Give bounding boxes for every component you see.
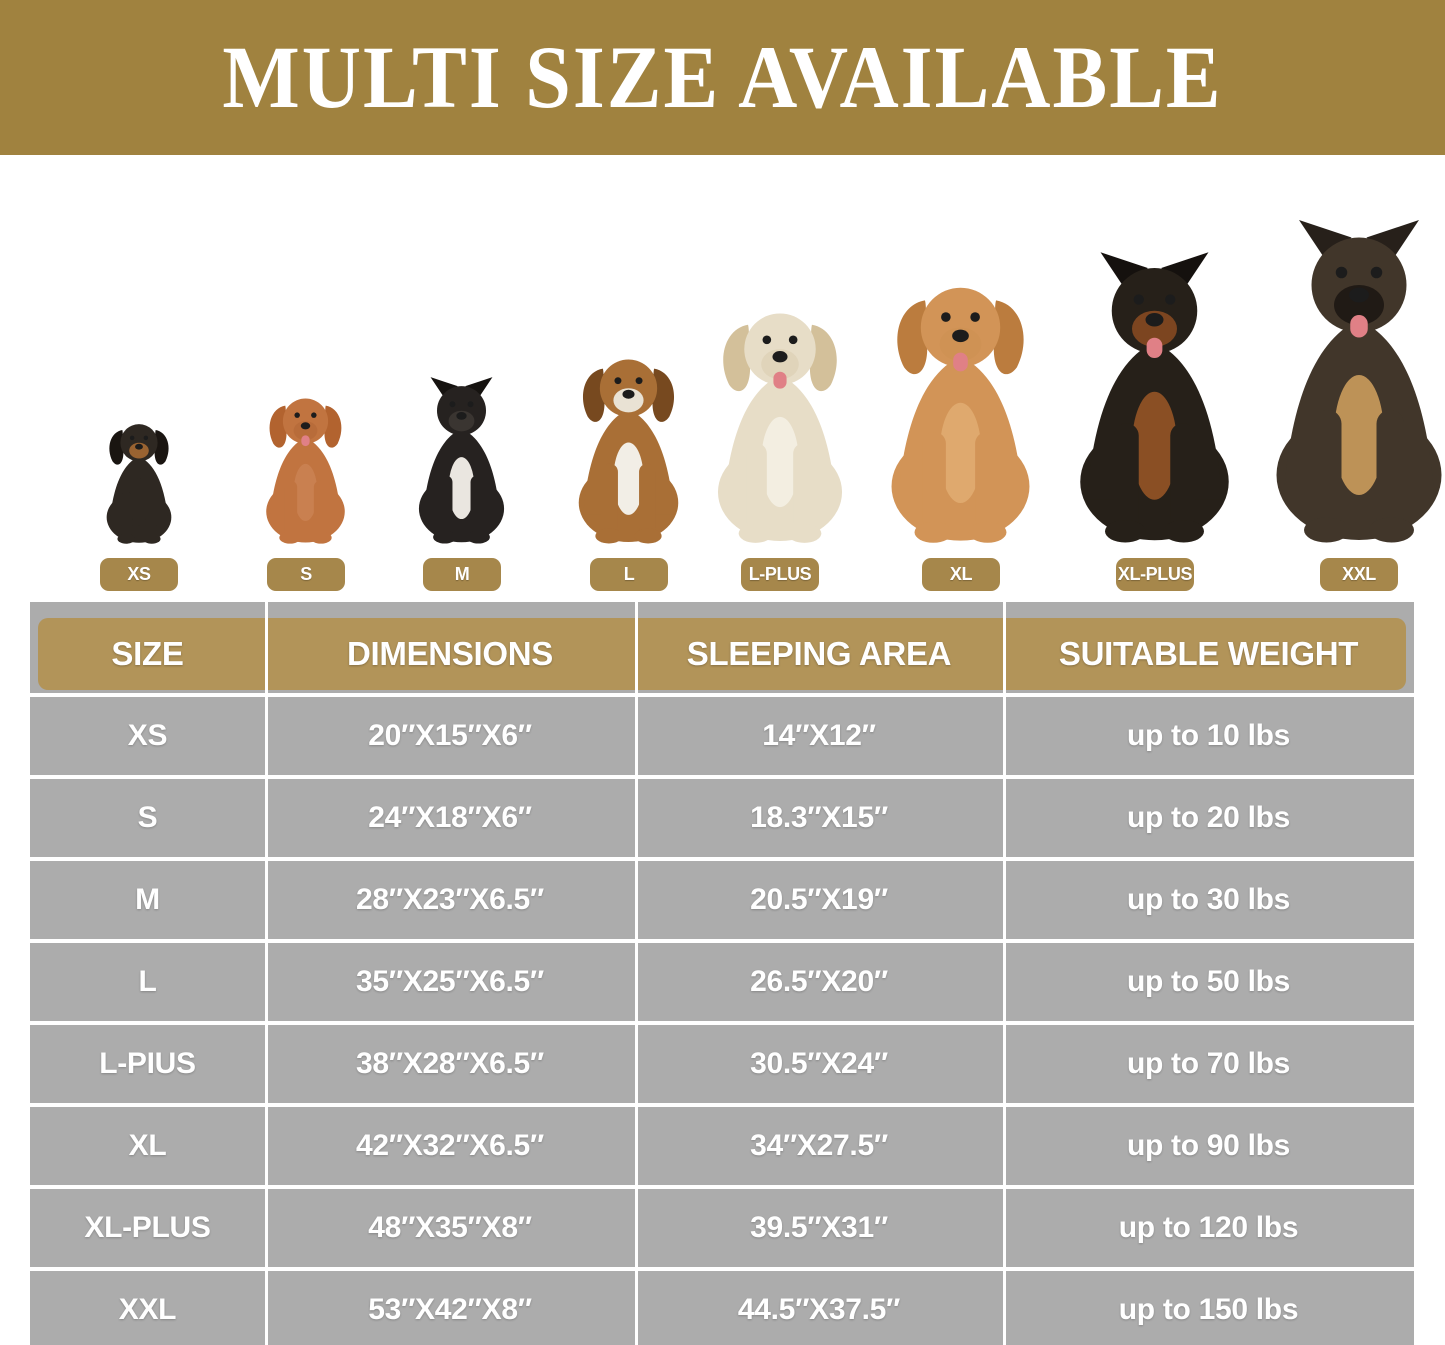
cell-size: XL-PLUS [84, 1211, 211, 1244]
table-header-row: SIZE DIMENSIONS SLEEPING AREA SUITABLE W… [30, 602, 1414, 693]
cell-suitable-weight: up to 20 lbs [1126, 801, 1291, 834]
column-header-suitable-weight: SUITABLE WEIGHT [1058, 635, 1359, 672]
dog-image-french-bulldog [397, 377, 526, 545]
cell-sleeping-area: 34″X27.5″ [750, 1129, 888, 1162]
table-row-l-plus: L-PIUS 38″X28″X6.5″ 30.5″X24″ up to 70 l… [30, 1021, 1414, 1103]
column-header-sleeping-area: SLEEPING AREA [686, 635, 952, 672]
cell-suitable-weight: up to 30 lbs [1126, 883, 1291, 916]
cell-suitable-weight: up to 10 lbs [1126, 719, 1291, 752]
cell-suitable-weight: up to 120 lbs [1118, 1211, 1299, 1244]
size-badge-s: S [267, 558, 345, 591]
cell-sleeping-area: 30.5″X24″ [750, 1047, 888, 1080]
table-row-xs: XS 20″X15″X6″ 14″X12″ up to 10 lbs [30, 693, 1414, 775]
dog-image-golden-retriever [856, 273, 1065, 545]
cell-dimensions: 42″X32″X6.5″ [356, 1129, 544, 1162]
size-badge-xl: XL [922, 558, 1000, 591]
dog-image-dachshund [90, 417, 188, 545]
size-badge-l-plus: L-PLUS [741, 558, 819, 591]
cell-suitable-weight: up to 90 lbs [1126, 1129, 1291, 1162]
cell-size: XS [127, 719, 168, 752]
title-banner: MULTI SIZE AVAILABLE [0, 0, 1445, 155]
cell-dimensions: 35″X25″X6.5″ [356, 965, 544, 998]
table-row-xxl: XXL 53″X42″X8″ 44.5″X37.5″ up to 150 lbs [30, 1267, 1414, 1345]
cell-sleeping-area: 44.5″X37.5″ [737, 1293, 901, 1326]
column-header-size: SIZE [111, 635, 184, 672]
column-header-dimensions: DIMENSIONS [346, 635, 554, 672]
cell-size: L [138, 965, 157, 998]
column-divider [265, 602, 268, 1345]
size-table: SIZE DIMENSIONS SLEEPING AREA SUITABLE W… [30, 602, 1414, 1345]
dog-image-german-shepherd [1234, 220, 1445, 545]
cell-size: S [137, 801, 158, 834]
column-divider [1003, 602, 1006, 1345]
dog-image-toy-poodle [246, 390, 365, 545]
cell-dimensions: 24″X18″X6″ [368, 801, 532, 834]
cell-dimensions: 20″X15″X6″ [368, 719, 532, 752]
cell-size: XL [128, 1129, 167, 1162]
cell-dimensions: 48″X35″X8″ [368, 1211, 532, 1244]
cell-suitable-weight: up to 70 lbs [1126, 1047, 1291, 1080]
size-badge-xl-plus: XL-PLUS [1116, 558, 1194, 591]
table-row-xl-plus: XL-PLUS 48″X35″X8″ 39.5″X31″ up to 120 l… [30, 1185, 1414, 1267]
cell-size: XXL [118, 1293, 177, 1326]
cell-sleeping-area: 26.5″X20″ [750, 965, 888, 998]
dog-image-beagle [553, 349, 704, 545]
cell-dimensions: 38″X28″X6.5″ [356, 1047, 544, 1080]
column-divider [635, 602, 638, 1345]
dog-image-cream-golden-retriever [686, 300, 874, 545]
cell-size: L-PIUS [99, 1047, 196, 1080]
cell-sleeping-area: 20.5″X19″ [750, 883, 888, 916]
cell-suitable-weight: up to 50 lbs [1126, 965, 1291, 998]
table-row-xl: XL 42″X32″X6.5″ 34″X27.5″ up to 90 lbs [30, 1103, 1414, 1185]
table-row-m: M 28″X23″X6.5″ 20.5″X19″ up to 30 lbs [30, 857, 1414, 939]
table-row-s: S 24″X18″X6″ 18.3″X15″ up to 20 lbs [30, 775, 1414, 857]
size-badge-l: L [590, 558, 668, 591]
size-badge-xs: XS [100, 558, 178, 591]
size-badge-m: M [423, 558, 501, 591]
size-badge-xxl: XXL [1320, 558, 1398, 591]
page-title: MULTI SIZE AVAILABLE [222, 27, 1223, 127]
cell-sleeping-area: 18.3″X15″ [750, 801, 888, 834]
cell-size: M [135, 883, 160, 916]
cell-dimensions: 28″X23″X6.5″ [356, 883, 544, 916]
cell-dimensions: 53″X42″X8″ [368, 1293, 532, 1326]
cell-sleeping-area: 14″X12″ [762, 719, 876, 752]
table-row-l: L 35″X25″X6.5″ 26.5″X20″ up to 50 lbs [30, 939, 1414, 1021]
cell-suitable-weight: up to 150 lbs [1118, 1293, 1299, 1326]
cell-sleeping-area: 39.5″X31″ [750, 1211, 888, 1244]
